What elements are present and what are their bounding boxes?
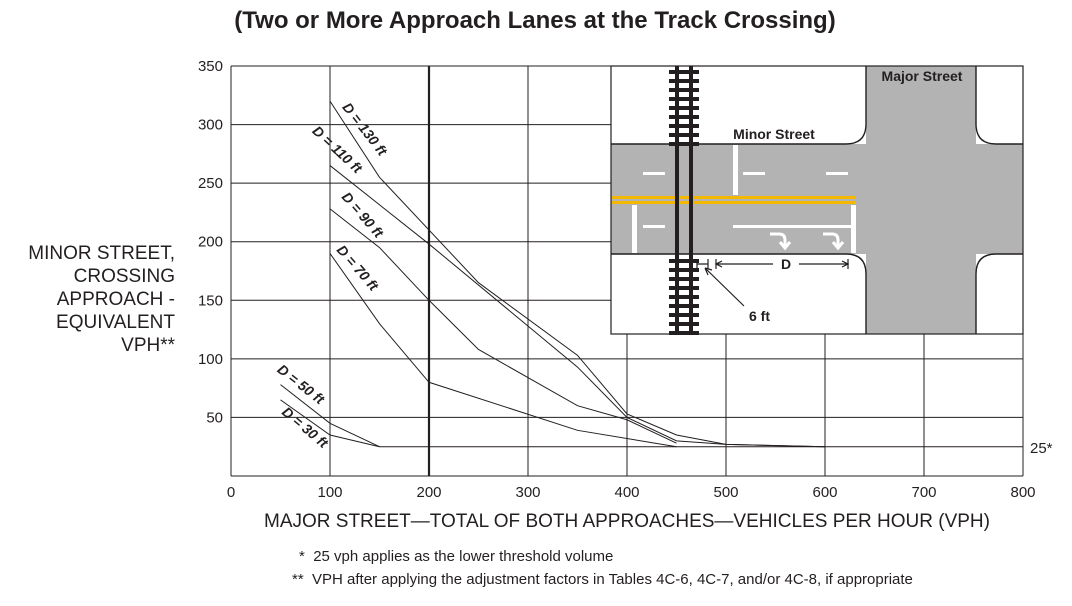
rail-tie (669, 106, 699, 110)
rail-tie (669, 304, 699, 308)
rail-tie (669, 259, 699, 263)
y-tick-label: 250 (198, 175, 223, 192)
rail-tie (669, 286, 699, 290)
y-axis-label-line: MINOR STREET, (28, 243, 175, 264)
rail (675, 66, 679, 334)
x-tick-label: 100 (317, 484, 342, 501)
y-axis-label-line: CROSSING (74, 266, 175, 287)
rail-tie (669, 79, 699, 83)
distance-label: D (781, 256, 791, 272)
railroad-track (669, 66, 699, 335)
rail-tie (669, 268, 699, 272)
footnote-text: VPH after applying the adjustment factor… (312, 571, 913, 588)
footnote-marker: ** (292, 571, 304, 588)
x-tick-label: 800 (1010, 484, 1035, 501)
y-axis-label-line: VPH** (121, 335, 175, 356)
right-turn-arrow-icon (770, 232, 792, 251)
x-tick-label: 500 (713, 484, 738, 501)
x-axis-label: MAJOR STREET—TOTAL OF BOTH APPROACHES—VE… (264, 511, 990, 532)
y-tick-label: 100 (198, 351, 223, 368)
series-label: D = 70 ft (334, 242, 383, 295)
y-axis-label-line: EQUIVALENT (56, 312, 175, 333)
y-tick-label: 150 (198, 292, 223, 309)
threshold-label: 25* (1030, 440, 1053, 457)
rail-tie (669, 88, 699, 92)
y-axis-label: MINOR STREET, CROSSING APPROACH - EQUIVA… (28, 243, 175, 356)
rail-tie (669, 322, 699, 326)
x-tick-label: 600 (812, 484, 837, 501)
series-line (280, 384, 380, 448)
rail-tie (669, 331, 699, 335)
series-label: D = 90 ft (339, 189, 388, 242)
intersection-inset: Major Street Minor Street D 6 ft (610, 65, 1024, 335)
y-tick-label: 50 (206, 409, 223, 426)
chart-title: (Two or More Approach Lanes at the Track… (234, 7, 835, 34)
rail-tie (669, 115, 699, 119)
series-line (329, 100, 826, 448)
rail-tie (669, 70, 699, 74)
footnote-threshold: * 25 vph applies as the lower threshold … (299, 548, 613, 565)
y-tick-label: 300 (198, 117, 223, 134)
rail-tie (669, 133, 699, 137)
series-line (329, 208, 677, 444)
rail-tie (669, 277, 699, 281)
series-line (329, 253, 677, 448)
footnote-adjustment: ** VPH after applying the adjustment fac… (292, 571, 913, 588)
footnote-text: 25 vph applies as the lower threshold vo… (313, 548, 614, 565)
rail (689, 66, 693, 334)
tick-labels: 0 100 200 300 400 500 600 700 800 50 100 150 200 250 3… (198, 58, 1036, 501)
series-line (280, 399, 380, 448)
right-turn-arrow-icon (823, 232, 845, 251)
offset-dimension (696, 259, 745, 307)
rail-tie (669, 124, 699, 128)
x-tick-label: 200 (416, 484, 441, 501)
minor-street-label: Minor Street (733, 126, 815, 142)
y-tick-label: 350 (198, 58, 223, 75)
y-tick-label: 200 (198, 234, 223, 251)
series-label: D = 30 ft (279, 403, 332, 451)
series-line (329, 165, 826, 448)
y-axis-label-line: APPROACH - (57, 289, 175, 310)
footnote-marker: * (299, 548, 305, 565)
rail-tie (669, 313, 699, 317)
distance-dimension (714, 259, 850, 269)
x-tick-label: 300 (515, 484, 540, 501)
rail-tie (669, 97, 699, 101)
x-tick-label: 0 (227, 484, 235, 501)
major-street-label: Major Street (882, 68, 963, 84)
x-tick-label: 400 (614, 484, 639, 501)
rail-tie (669, 142, 699, 146)
rail-tie (669, 295, 699, 299)
offset-label: 6 ft (749, 308, 770, 324)
x-tick-label: 700 (911, 484, 936, 501)
